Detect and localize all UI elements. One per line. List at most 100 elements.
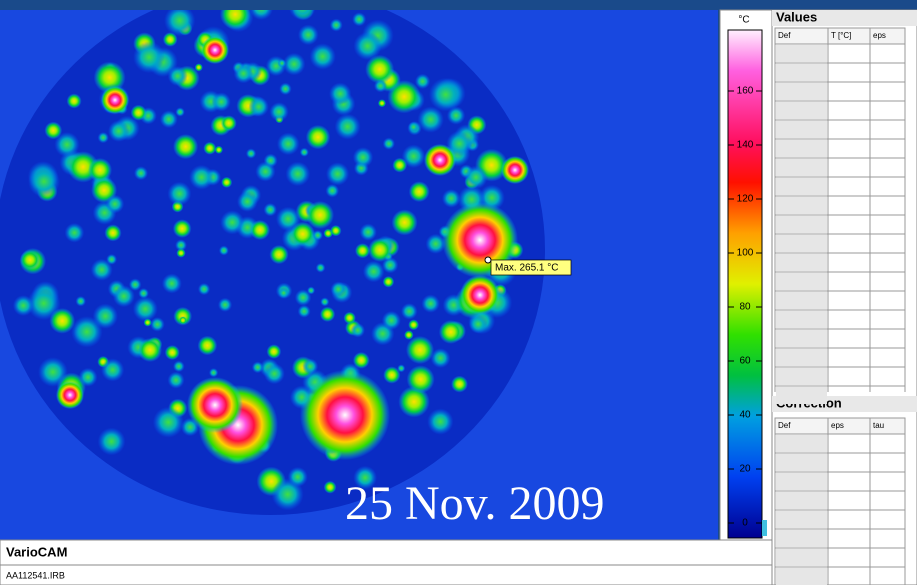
hot-spot <box>278 288 289 299</box>
hot-spot <box>65 223 85 243</box>
hot-spot <box>353 147 373 167</box>
row-cell <box>776 273 827 290</box>
hot-spot <box>98 428 126 456</box>
hot-spot <box>249 97 269 117</box>
row-cell <box>776 549 827 566</box>
hot-spot <box>98 132 109 143</box>
date: 25 Nov. 2009 <box>345 477 605 530</box>
hot-spot <box>406 336 434 364</box>
hot-spot <box>106 254 117 265</box>
hot-spot <box>295 289 312 306</box>
row-cell <box>776 530 827 547</box>
hot-spot <box>168 66 188 86</box>
scale-label: 40 <box>739 410 751 421</box>
hot-spot <box>300 370 390 460</box>
hot-spot <box>439 320 463 344</box>
hot-spot <box>133 297 158 322</box>
values-title: Values <box>776 9 817 24</box>
hot-spot <box>288 467 308 487</box>
row-cell <box>776 235 827 252</box>
hot-spot <box>234 64 254 84</box>
hot-spot <box>447 106 465 124</box>
row-cell <box>776 435 827 452</box>
hot-spot <box>38 357 68 387</box>
hot-spot <box>173 134 198 159</box>
title-bar <box>0 540 772 565</box>
hot-spot <box>378 99 386 107</box>
hot-spot <box>173 219 191 237</box>
hot-spot <box>392 210 418 236</box>
thermal-app: Max. 265.1 °C 25 Nov. 2009 °C VarioCAM A… <box>0 0 917 585</box>
hot-spot <box>407 365 435 393</box>
hot-spot <box>501 156 529 184</box>
hot-spot <box>326 184 340 198</box>
hot-spot <box>277 133 300 156</box>
hot-spot <box>237 191 258 212</box>
hot-spot <box>320 307 335 322</box>
hot-spot <box>279 83 291 95</box>
hot-spot <box>300 148 309 157</box>
hot-spot <box>352 12 366 26</box>
hot-spot <box>267 344 282 359</box>
hot-spot <box>264 363 285 384</box>
hot-spot <box>408 319 419 330</box>
hot-spot <box>13 295 34 316</box>
hot-spot <box>368 238 392 262</box>
scale-slider[interactable] <box>762 520 767 536</box>
hot-spot <box>401 303 418 320</box>
hot-spot <box>335 114 361 140</box>
hot-spot <box>374 79 387 92</box>
hot-spot <box>88 158 112 182</box>
hot-spot <box>302 358 318 374</box>
hot-spot <box>71 316 102 347</box>
hot-spot <box>264 203 277 216</box>
row-cell <box>776 45 827 62</box>
row-cell <box>776 140 827 157</box>
hot-spot <box>329 83 351 105</box>
row-cell <box>776 568 827 585</box>
hot-spot <box>187 377 243 433</box>
thermal-image <box>0 0 718 540</box>
row-cell <box>776 197 827 214</box>
hot-spot <box>306 201 334 229</box>
hot-spot <box>355 243 370 258</box>
row-cell <box>776 216 827 233</box>
hot-spot <box>220 210 244 234</box>
hot-spot <box>20 250 40 270</box>
row-cell <box>776 511 827 528</box>
row-cell <box>776 178 827 195</box>
hot-spot <box>383 276 395 288</box>
hot-spot <box>388 80 421 113</box>
hot-spot <box>269 102 288 121</box>
scale-label: 60 <box>739 356 751 367</box>
hot-spot <box>350 323 365 338</box>
hot-spot <box>212 92 231 111</box>
hot-spot <box>383 366 400 383</box>
file-bar <box>0 565 772 585</box>
hot-spot <box>28 166 60 198</box>
max-marker: Max. 265.1 °C <box>485 257 571 275</box>
hot-spot <box>201 36 229 64</box>
row-cell <box>776 121 827 138</box>
hot-spot <box>153 407 184 438</box>
scale-label: 160 <box>737 86 754 97</box>
column-header: Def <box>778 31 791 40</box>
hot-spot <box>160 110 178 128</box>
column-header: eps <box>831 421 844 430</box>
scale-label: 140 <box>737 140 754 151</box>
hot-spot <box>320 297 329 306</box>
hot-spot <box>49 308 75 334</box>
hot-spot <box>219 246 229 256</box>
max-label: Max. 265.1 °C <box>495 263 558 274</box>
hot-spot <box>175 107 184 116</box>
hot-spot <box>173 361 185 373</box>
hot-spot <box>326 162 349 185</box>
hot-spot <box>209 368 218 377</box>
row-cell <box>776 83 827 100</box>
hot-spot <box>45 122 63 140</box>
hot-spot <box>255 161 275 181</box>
hot-spot <box>131 105 147 121</box>
column-header: T [°C] <box>831 31 851 40</box>
hot-spot <box>313 230 323 240</box>
hot-spot <box>189 165 214 190</box>
